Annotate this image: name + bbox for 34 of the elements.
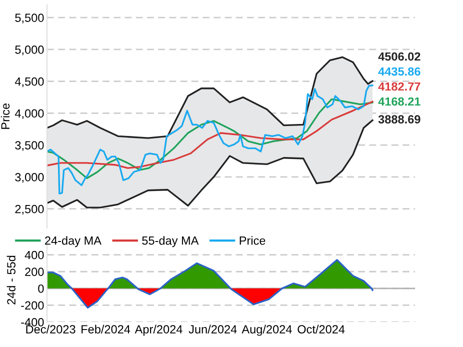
y-tick-label: 4,500 xyxy=(14,77,44,88)
data-label: 4182.77 xyxy=(378,82,420,91)
y-tick-label: 200 xyxy=(25,268,44,276)
legend-label: Price xyxy=(240,236,266,245)
y-tick-label: -400 xyxy=(21,318,44,326)
line-series xyxy=(46,84,374,194)
y-axis-title: Price xyxy=(0,103,10,129)
line-series xyxy=(46,98,374,180)
x-tick-label: Jun/2024 xyxy=(188,324,237,334)
y-tick-label: 4,000 xyxy=(14,109,44,120)
x-tick-label: Aug/2024 xyxy=(242,324,292,336)
legend-label: 24-day MA xyxy=(45,236,102,248)
x-tick-label: Dec/2023 xyxy=(26,324,76,334)
line-series xyxy=(46,259,374,309)
y-tick-label: 2,500 xyxy=(15,204,44,215)
y-tick-label: 3,000 xyxy=(15,173,44,183)
y-tick-label: 400 xyxy=(24,250,44,260)
x-tick-label: Apr/2024 xyxy=(134,324,182,336)
legend-label: 55-day MA xyxy=(142,236,199,248)
line-series xyxy=(46,119,374,208)
data-label: 4435.86 xyxy=(378,67,420,76)
y-tick-label: 5,000 xyxy=(15,46,44,56)
x-tick-label: Feb/2024 xyxy=(82,324,130,334)
x-tick-label: Oct/2024 xyxy=(298,324,345,334)
data-label: 4506.02 xyxy=(378,52,420,61)
y-tick-label: 5,500 xyxy=(15,14,44,24)
y-tick-label: 0 xyxy=(38,284,44,293)
y-axis-title: 24d - 55d xyxy=(6,256,16,304)
data-label: 4168.21 xyxy=(378,97,420,106)
data-label: 3888.69 xyxy=(378,115,420,124)
line-series xyxy=(46,100,374,169)
y-tick-label: 3,500 xyxy=(15,141,44,151)
line-series xyxy=(46,56,374,139)
y-tick-label: -200 xyxy=(21,301,44,310)
